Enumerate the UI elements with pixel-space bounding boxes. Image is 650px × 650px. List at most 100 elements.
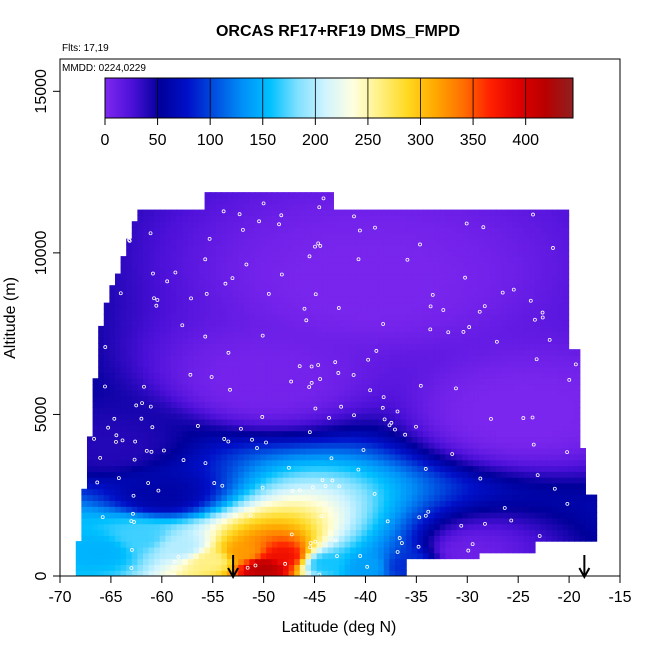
heatmap-cell: [529, 407, 536, 414]
heatmap-cell: [366, 366, 374, 374]
heatmap-cell: [182, 372, 189, 379]
heatmap-cell: [165, 430, 172, 438]
heatmap-cell: [170, 267, 178, 275]
heatmap-cell: [434, 529, 441, 536]
heatmap-cell: [372, 401, 379, 408]
heatmap-cell: [299, 378, 306, 385]
heatmap-cell: [305, 465, 312, 472]
heatmap-cell: [137, 494, 144, 501]
heatmap-cell: [562, 308, 570, 315]
heatmap-cell: [445, 343, 452, 350]
heatmap-cell: [450, 389, 458, 397]
heatmap-cell: [266, 389, 273, 397]
heatmap-cell: [266, 232, 273, 240]
heatmap-cell: [434, 256, 441, 263]
heatmap-cell: [372, 244, 379, 251]
heatmap-cell: [182, 389, 189, 397]
heatmap-cell: [557, 523, 564, 531]
heatmap-cell: [277, 273, 284, 280]
heatmap-cell: [148, 261, 155, 269]
heatmap-cell: [372, 302, 379, 310]
heatmap-cell: [467, 337, 474, 344]
heatmap-cell: [316, 267, 323, 275]
heatmap-cell: [260, 238, 267, 246]
heatmap-cell: [344, 395, 351, 403]
heatmap-cell: [484, 325, 491, 333]
heatmap-cell: [406, 523, 413, 531]
heatmap-cell: [350, 424, 357, 432]
heatmap-cell: [389, 517, 396, 525]
heatmap-cell: [462, 384, 469, 391]
heatmap-cell: [467, 232, 474, 240]
heatmap-cell: [137, 430, 144, 438]
heatmap-cell: [590, 523, 598, 531]
heatmap-cell: [400, 238, 407, 246]
heatmap-cell: [546, 407, 553, 414]
heatmap-cell: [383, 279, 390, 286]
heatmap-cell: [271, 250, 278, 257]
heatmap-cell: [204, 232, 211, 240]
heatmap-cell: [277, 285, 284, 292]
heatmap-cell: [473, 261, 480, 269]
heatmap-cell: [254, 232, 262, 240]
heatmap-cell: [277, 541, 284, 548]
heatmap-cell: [411, 430, 418, 438]
heatmap-cell: [400, 296, 407, 304]
heatmap-cell: [355, 535, 362, 542]
heatmap-cell: [305, 291, 312, 298]
heatmap-cell: [148, 285, 155, 292]
heatmap-cell: [299, 442, 306, 449]
heatmap-cell: [445, 546, 452, 554]
heatmap-cell: [411, 325, 418, 333]
heatmap-cell: [137, 354, 144, 362]
heatmap-cell: [378, 378, 385, 385]
heatmap-cell: [131, 366, 138, 374]
heatmap-cell: [512, 418, 519, 426]
heatmap-cell: [198, 349, 206, 356]
heatmap-cell: [327, 302, 334, 310]
heatmap-cell: [512, 389, 519, 397]
heatmap-cell: [86, 506, 94, 513]
heatmap-cell: [305, 372, 312, 379]
heatmap-cell: [221, 523, 228, 531]
heatmap-cell: [126, 506, 133, 513]
heatmap-cell: [316, 337, 323, 344]
heatmap-cell: [159, 261, 166, 269]
heatmap-cell: [142, 354, 150, 362]
heatmap-cell: [344, 418, 351, 426]
heatmap-cell: [294, 279, 301, 286]
heatmap-cell: [562, 314, 570, 321]
heatmap-cell: [473, 250, 480, 257]
heatmap-cell: [366, 512, 374, 519]
heatmap-cell: [120, 430, 127, 438]
heatmap-cell: [249, 552, 256, 560]
heatmap-cell: [434, 523, 441, 531]
heatmap-cell: [137, 244, 144, 251]
heatmap-cell: [198, 314, 206, 321]
heatmap-cell: [114, 465, 122, 472]
heatmap-cell: [428, 378, 435, 385]
heatmap-cell: [165, 320, 172, 327]
heatmap-cell: [501, 378, 508, 385]
heatmap-cell: [523, 395, 530, 403]
heatmap-cell: [523, 372, 530, 379]
heatmap-cell: [428, 407, 435, 414]
heatmap-cell: [327, 500, 334, 507]
heatmap-cell: [495, 354, 502, 362]
heatmap-cell: [266, 448, 273, 455]
heatmap-cell: [103, 378, 110, 385]
heatmap-cell: [355, 232, 362, 240]
heatmap-cell: [232, 500, 239, 507]
heatmap-cell: [243, 523, 250, 531]
heatmap-cell: [226, 238, 234, 246]
heatmap-cell: [450, 424, 458, 432]
heatmap-cell: [338, 314, 346, 321]
heatmap-cell: [378, 424, 385, 432]
heatmap-cell: [506, 343, 514, 350]
heatmap-cell: [490, 546, 497, 554]
heatmap-cell: [366, 430, 374, 438]
heatmap-cell: [467, 529, 474, 536]
heatmap-cell: [439, 512, 446, 519]
heatmap-cell: [344, 244, 351, 251]
heatmap-cell: [75, 552, 82, 560]
